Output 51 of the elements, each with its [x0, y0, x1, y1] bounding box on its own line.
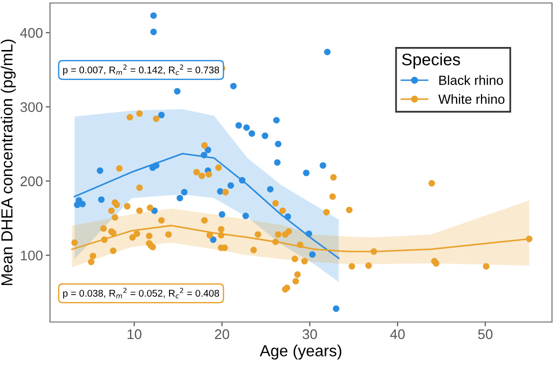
- point: [181, 188, 188, 196]
- point: [320, 162, 326, 169]
- point: [274, 140, 282, 148]
- x-tick-label: 40: [390, 329, 405, 340]
- point: [79, 200, 86, 208]
- point: [273, 116, 280, 124]
- legend-label: White rhino: [438, 94, 504, 104]
- point: [150, 28, 157, 36]
- x-axis-title: Age (years): [260, 344, 342, 360]
- y-tick-label: 100: [20, 250, 43, 260]
- point: [324, 48, 331, 56]
- point: [217, 188, 224, 195]
- legend-title: Species: [402, 53, 460, 69]
- point: [158, 112, 165, 118]
- point: [309, 251, 316, 258]
- point: [152, 162, 160, 169]
- point: [150, 12, 157, 19]
- x-tick-label: 10: [128, 329, 142, 340]
- point: [243, 124, 250, 131]
- point: [262, 132, 268, 140]
- point: [230, 82, 237, 90]
- x-tick-label: 30: [302, 329, 317, 340]
- x-tick-label: 20: [214, 329, 230, 340]
- y-axis-title: Mean DHEA concentration (pg/mL): [0, 40, 16, 286]
- point: [96, 167, 104, 174]
- point: [204, 146, 212, 154]
- point: [332, 305, 340, 312]
- point: [98, 196, 105, 203]
- y-tick-label: 300: [20, 102, 43, 112]
- point: [242, 212, 249, 220]
- point: [210, 236, 216, 243]
- line-series: [74, 152, 340, 259]
- point: [274, 159, 281, 166]
- y-tick-label: 400: [20, 28, 43, 38]
- point: [174, 88, 181, 95]
- point: [284, 213, 292, 220]
- y-tick-label: 200: [20, 176, 43, 186]
- legend-label: Black rhino: [439, 75, 503, 85]
- point: [200, 152, 208, 158]
- point: [238, 177, 246, 184]
- annotation: p = 0.007, R$_{m}$$^{2}$ = 0.142, R$_{c}$$^{2}$ = 0.738: [63, 64, 220, 76]
- point: [228, 182, 234, 189]
- point: [218, 211, 226, 218]
- point: [303, 170, 310, 176]
- point: [267, 186, 274, 192]
- point: [176, 194, 184, 202]
- point: [235, 122, 242, 129]
- x-tick-label: 50: [478, 329, 492, 340]
- point: [248, 130, 256, 137]
- annotation: p = 0.038, R$_{m}$$^{2}$ = 0.052, R$_{c}$$^{2}$ = 0.408: [63, 288, 220, 299]
- point: [306, 230, 312, 237]
